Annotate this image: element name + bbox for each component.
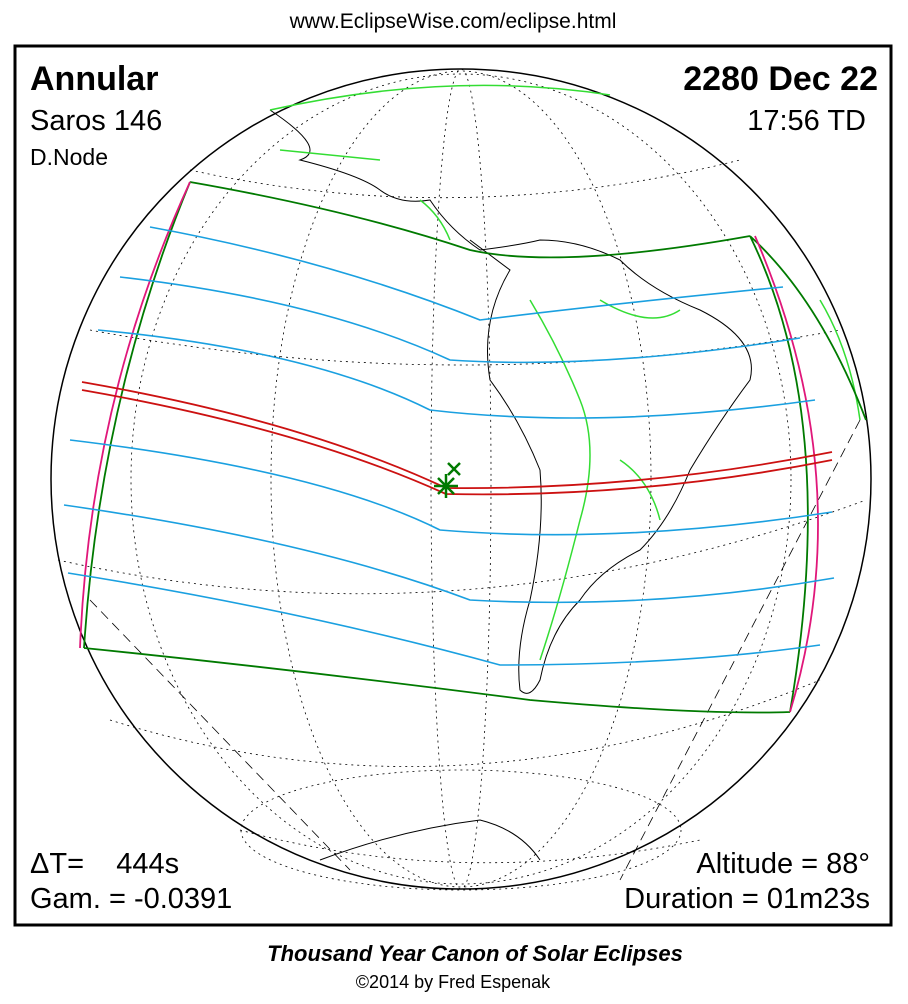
date: 2280 Dec 22 [683,60,878,98]
frame [13,44,893,927]
gamma: Gam. = -0.0391 [30,883,232,915]
footer-title: Thousand Year Canon of Solar Eclipses [267,941,683,966]
globe [50,68,872,891]
node: D.Node [30,144,108,170]
url: www.EclipseWise.com/eclipse.html [289,10,617,33]
delta-t: ΔT= 444s [30,848,179,880]
duration: Duration = 01m23s [624,883,870,915]
altitude: Altitude = 88° [696,848,870,880]
copyright: ©2014 by Fred Espenak [356,972,551,992]
eclipse-type: Annular [30,60,158,98]
saros: Saros 146 [30,105,162,137]
time: 17:56 TD [747,105,866,137]
